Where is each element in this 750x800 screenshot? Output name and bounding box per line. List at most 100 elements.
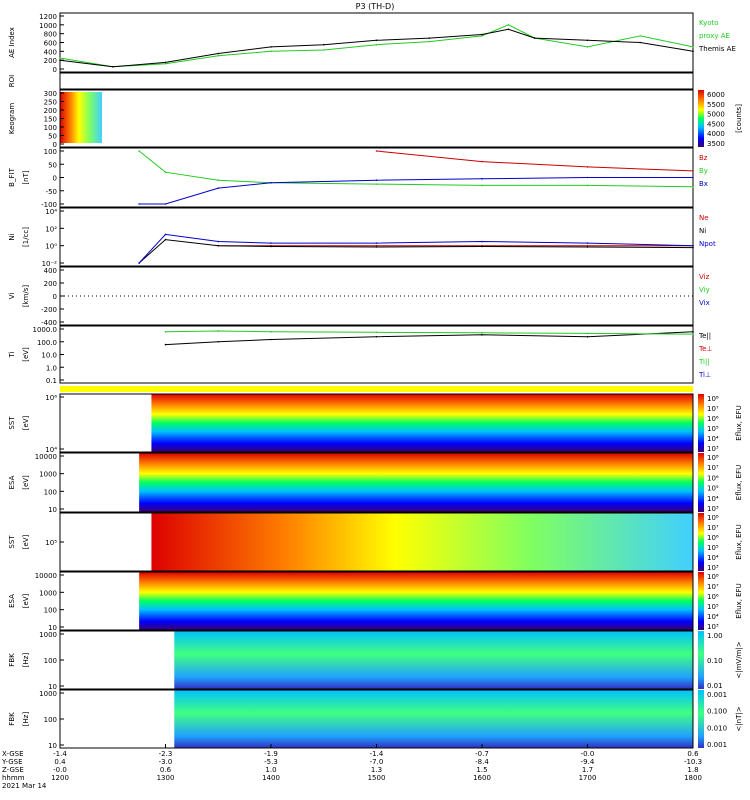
panel-frame bbox=[59, 89, 694, 148]
panel-frame bbox=[59, 325, 694, 384]
data-point bbox=[375, 179, 378, 181]
series-line bbox=[59, 28, 694, 68]
y-tick-label: 10 bbox=[48, 506, 57, 514]
keogram-fill bbox=[60, 92, 102, 143]
data-point bbox=[59, 59, 61, 61]
data-point bbox=[586, 332, 589, 335]
data-point bbox=[692, 176, 694, 179]
panel-unit: [eV] bbox=[22, 415, 30, 430]
spectrogram-fill bbox=[151, 394, 693, 452]
y-tick-label: 10⁰ bbox=[45, 243, 57, 251]
y-tick-label: 10 bbox=[48, 624, 57, 632]
data-point bbox=[375, 150, 378, 152]
legend-entry: Te|| bbox=[698, 332, 711, 340]
data-point bbox=[164, 238, 167, 241]
x-tick-label: 1800 bbox=[684, 774, 702, 782]
x-tick-label: 1300 bbox=[157, 774, 175, 782]
data-point bbox=[507, 24, 510, 26]
y-tick-label: 1.0 bbox=[46, 364, 57, 372]
y-tick-label: 600 bbox=[44, 40, 57, 48]
x-tick-label: 1.3 bbox=[371, 766, 382, 774]
data-point bbox=[375, 246, 378, 248]
panel-unit: [eV] bbox=[22, 347, 30, 362]
data-point bbox=[270, 242, 272, 244]
colorbar bbox=[698, 690, 704, 748]
x-tick-label: -0.7 bbox=[475, 750, 489, 758]
data-point bbox=[586, 39, 589, 42]
panel-unit: [km/s] bbox=[22, 285, 30, 308]
data-point bbox=[217, 52, 220, 55]
data-point bbox=[164, 331, 167, 333]
data-point bbox=[375, 43, 378, 46]
colorbar-tick: 10⁸ bbox=[707, 395, 719, 403]
data-point bbox=[270, 331, 272, 333]
colorbar bbox=[698, 513, 704, 571]
colorbar-label: Eflux, EFU bbox=[735, 524, 743, 559]
y-tick-label: 1000.0 bbox=[33, 326, 58, 334]
chart-title: P3 (TH-D) bbox=[356, 2, 395, 11]
colorbar-label: <|nT|> bbox=[735, 706, 743, 731]
colorbar-tick: 0.100 bbox=[707, 708, 727, 716]
data-point bbox=[138, 262, 140, 264]
y-tick-label: 250 bbox=[44, 99, 57, 107]
colorbar-tick: 10⁷ bbox=[707, 464, 719, 472]
data-point bbox=[375, 331, 378, 334]
colorbar-tick: 0.001 bbox=[707, 741, 727, 749]
colorbar-tick: 10⁴ bbox=[707, 435, 719, 443]
x-tick-label: 1.7 bbox=[582, 766, 593, 774]
x-row-label: hhmm bbox=[2, 774, 25, 782]
colorbar-tick: 10³ bbox=[707, 564, 719, 572]
panel-label: Ni bbox=[8, 233, 16, 240]
y-tick-label: 100 bbox=[44, 657, 57, 665]
colorbar-tick: 0.001 bbox=[707, 691, 727, 699]
data-point bbox=[586, 246, 589, 248]
x-tick-label: 1600 bbox=[473, 774, 491, 782]
y-tick-label: 10000 bbox=[35, 572, 57, 580]
colorbar-tick: 10⁷ bbox=[707, 405, 719, 413]
legend-entry: Ni bbox=[699, 227, 706, 235]
legend-entry: Themis AE bbox=[698, 45, 736, 53]
colorbar-tick: 10⁷ bbox=[707, 583, 719, 591]
data-point bbox=[322, 49, 325, 51]
colorbar-tick: 10⁴ bbox=[707, 495, 719, 503]
y-tick-label: 200 bbox=[44, 57, 57, 65]
panel-label: ESA bbox=[8, 594, 16, 608]
data-point bbox=[164, 233, 167, 236]
y-tick-label: 800 bbox=[44, 31, 57, 39]
colorbar bbox=[698, 90, 704, 147]
panel-11: FBK [Hz] 1000 100 10 1.00 0.10 0.01 <|mV/m|> bbox=[8, 630, 743, 691]
data-point bbox=[375, 244, 378, 247]
panel-label: SST bbox=[8, 535, 16, 549]
y-tick-label: 400 bbox=[44, 48, 57, 56]
colorbar-tick: 10⁶ bbox=[707, 534, 719, 542]
y-tick-label: 1000 bbox=[39, 22, 57, 30]
series-line bbox=[165, 330, 694, 335]
x-tick-label: -2.3 bbox=[159, 750, 173, 758]
colorbar-tick: 10⁸ bbox=[707, 514, 719, 522]
data-point bbox=[692, 331, 694, 333]
y-tick-label: 10² bbox=[45, 225, 57, 233]
x-tick-label: -0.0 bbox=[53, 766, 67, 774]
x-row-label: Y-GSE bbox=[1, 758, 23, 766]
colorbar-tick: 10³ bbox=[707, 623, 719, 631]
colorbar-tick: 4500 bbox=[707, 120, 725, 128]
y-tick-label: 400 bbox=[44, 267, 57, 275]
colorbar bbox=[698, 453, 704, 512]
data-point bbox=[639, 35, 642, 37]
x-tick-label: 0.4 bbox=[54, 758, 66, 766]
spectrogram-fill bbox=[139, 453, 693, 512]
panel-10: ESA [eV] 10000 1000 100 10 10⁸ 10⁷ 10⁶ 10⁵ 10⁴ 10³ E… bbox=[8, 571, 743, 632]
data-point bbox=[428, 40, 431, 43]
legend-entry: Viy bbox=[699, 286, 710, 294]
panel-label: B_FIT bbox=[8, 167, 16, 186]
colorbar-tick: 10⁴ bbox=[707, 554, 719, 562]
y-tick-label: -400 bbox=[41, 319, 57, 327]
panel-frame bbox=[59, 571, 694, 631]
colorbar-tick: 1.00 bbox=[707, 632, 723, 640]
colorbar-tick: 3500 bbox=[707, 140, 725, 148]
colorbar-tick: 10⁵ bbox=[707, 603, 719, 611]
data-point bbox=[375, 183, 378, 185]
panel-unit: [eV] bbox=[22, 475, 30, 490]
spectrogram-fill bbox=[174, 631, 693, 689]
